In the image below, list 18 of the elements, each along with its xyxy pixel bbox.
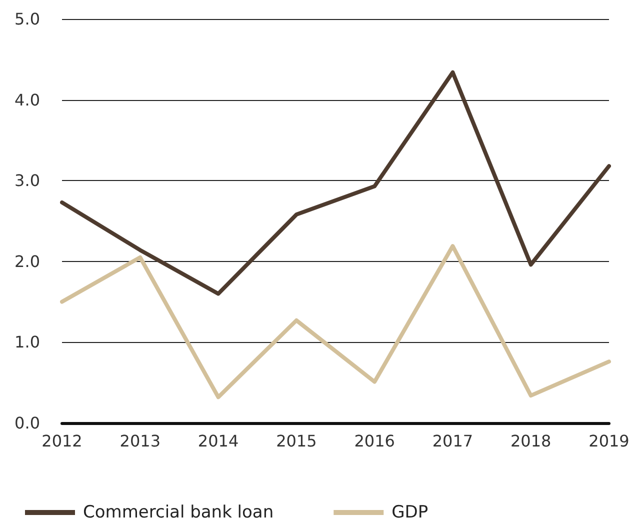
x-tick-label: 2013 — [120, 432, 160, 450]
x-tick-label: 2012 — [42, 432, 82, 450]
legend-label: GDP — [392, 502, 428, 522]
x-tick-label: 2015 — [276, 432, 317, 450]
x-tick-label: 2014 — [198, 432, 239, 450]
y-tick-label: 5.0 — [14, 10, 40, 28]
y-tick-label: 3.0 — [14, 171, 40, 190]
y-tick-label: 0.0 — [14, 414, 40, 432]
y-tick-label: 4.0 — [14, 90, 40, 110]
line-series — [60, 244, 611, 400]
legend-label: Commercial bank loan — [83, 502, 274, 522]
x-tick-label: 2019 — [588, 432, 630, 450]
x-tick-label: 2016 — [354, 432, 395, 450]
y-tick-label: 1.0 — [14, 332, 40, 352]
x-tick-label: 2017 — [432, 432, 474, 450]
x-tick-label: 2018 — [510, 432, 552, 450]
y-tick-label: 2.0 — [14, 252, 40, 271]
line-series — [60, 70, 611, 296]
